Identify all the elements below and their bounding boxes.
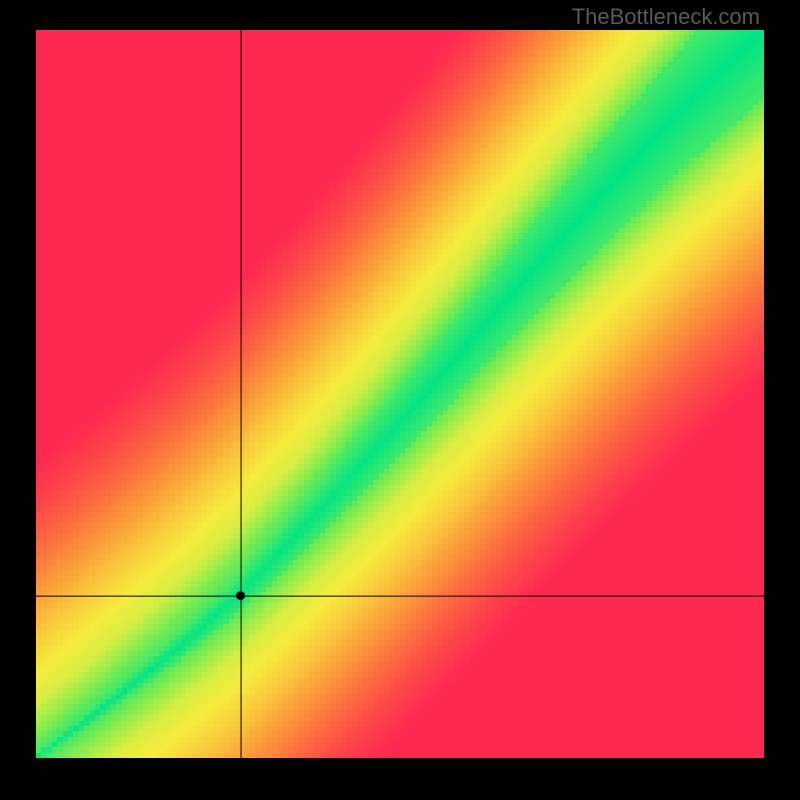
watermark-text: TheBottleneck.com — [572, 4, 760, 30]
heatmap-plot — [36, 30, 764, 758]
chart-container: TheBottleneck.com — [0, 0, 800, 800]
heatmap-canvas — [36, 30, 764, 758]
